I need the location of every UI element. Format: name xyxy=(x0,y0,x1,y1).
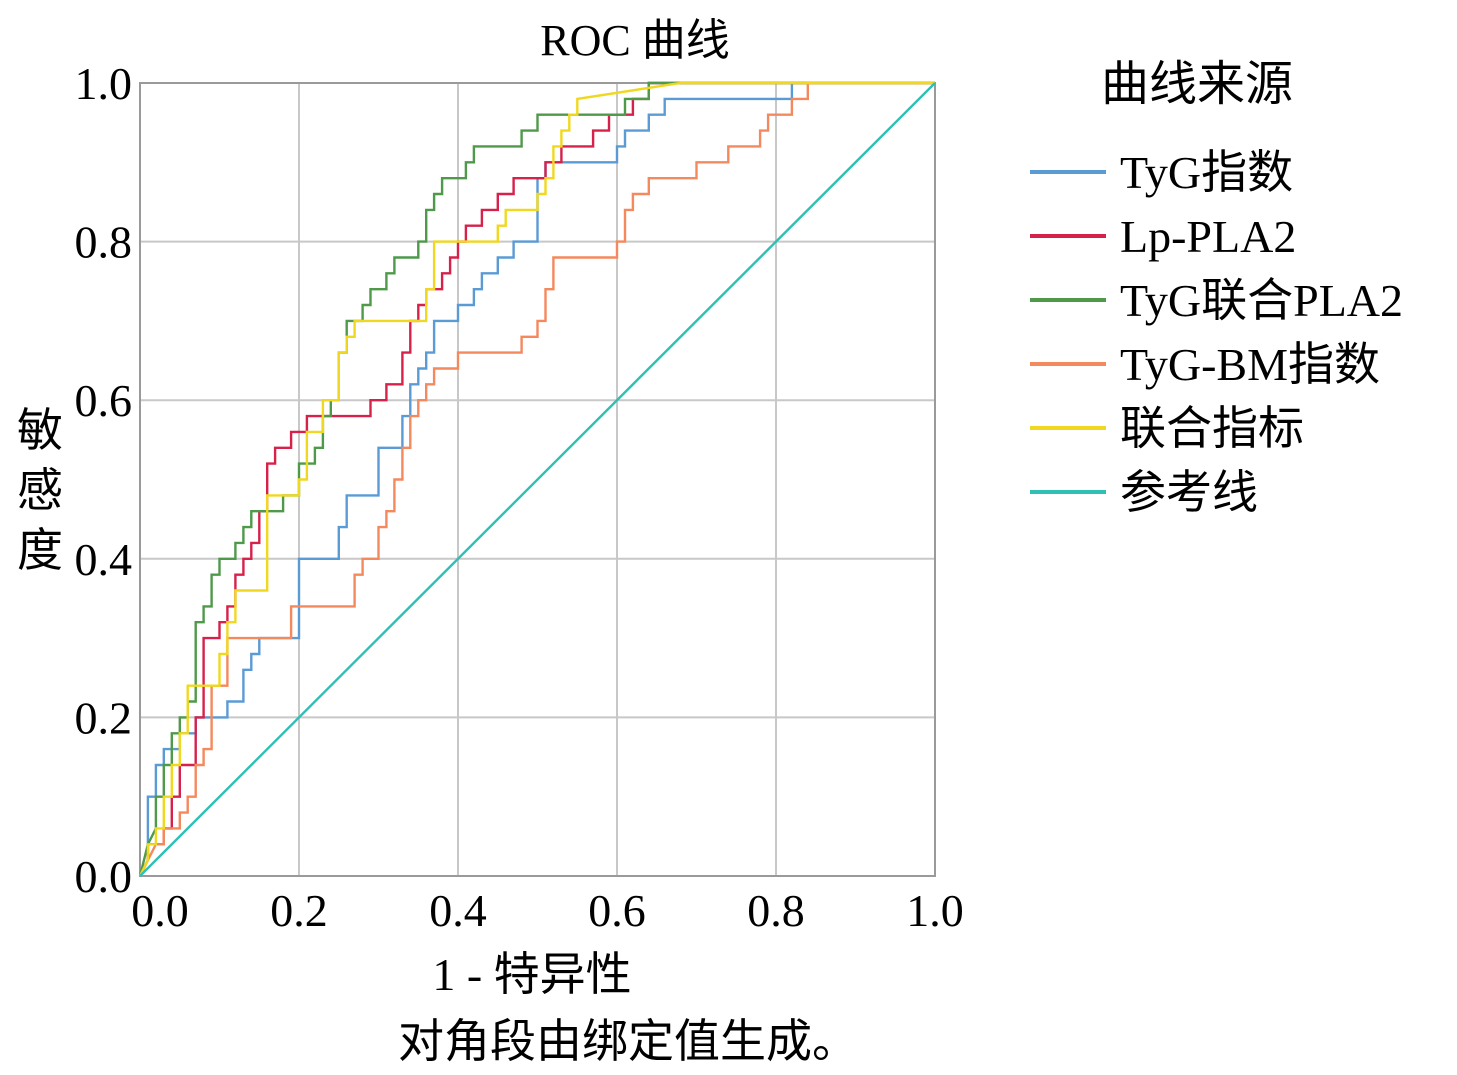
plot-frame xyxy=(139,82,936,877)
y-axis-label-char-1: 感 xyxy=(17,465,63,516)
series-line-3 xyxy=(138,81,935,877)
x-tick-labels: 0.0 0.2 0.4 0.6 0.8 1.0 xyxy=(131,885,964,936)
legend-label-2: TyG联合PLA2 xyxy=(1120,275,1403,326)
legend-label-3: TyG-BM指数 xyxy=(1120,339,1380,390)
series-line-0 xyxy=(138,81,935,877)
y-axis-label-char-2: 度 xyxy=(17,525,63,576)
x-axis-label: 1 - 特异性 xyxy=(432,949,631,1000)
legend-label-5: 参考线 xyxy=(1120,467,1258,518)
series-line-1 xyxy=(138,81,935,877)
y-axis-label-char-0: 敏 xyxy=(17,405,63,456)
chart-footnote: 对角段由绑定值生成。 xyxy=(398,1016,858,1067)
y-tick-0: 0.0 xyxy=(75,851,133,902)
x-tick-3: 0.6 xyxy=(588,885,646,936)
series-line-5 xyxy=(139,82,936,877)
grid-lines xyxy=(140,83,935,876)
x-tick-2: 0.4 xyxy=(429,885,487,936)
x-tick-0: 0.0 xyxy=(131,885,189,936)
x-tick-4: 0.8 xyxy=(747,885,805,936)
roc-curves xyxy=(138,81,936,877)
legend-label-1: Lp-PLA2 xyxy=(1120,211,1296,262)
x-tick-1: 0.2 xyxy=(270,885,328,936)
legend-title: 曲线来源 xyxy=(1101,58,1293,111)
series-line-4 xyxy=(138,81,935,877)
x-tick-5: 1.0 xyxy=(906,885,964,936)
y-tick-3: 0.6 xyxy=(75,375,133,426)
y-tick-4: 0.8 xyxy=(75,217,133,268)
y-axis-label: 敏感度 xyxy=(17,405,63,576)
legend-label-4: 联合指标 xyxy=(1120,403,1304,454)
chart-title: ROC 曲线 xyxy=(540,16,729,65)
y-tick-1: 0.2 xyxy=(75,692,133,743)
y-tick-5: 1.0 xyxy=(75,58,133,109)
y-tick-labels: 0.0 0.2 0.4 0.6 0.8 1.0 xyxy=(75,58,133,902)
legend-label-0: TyG指数 xyxy=(1120,147,1293,198)
y-tick-2: 0.4 xyxy=(75,534,133,585)
